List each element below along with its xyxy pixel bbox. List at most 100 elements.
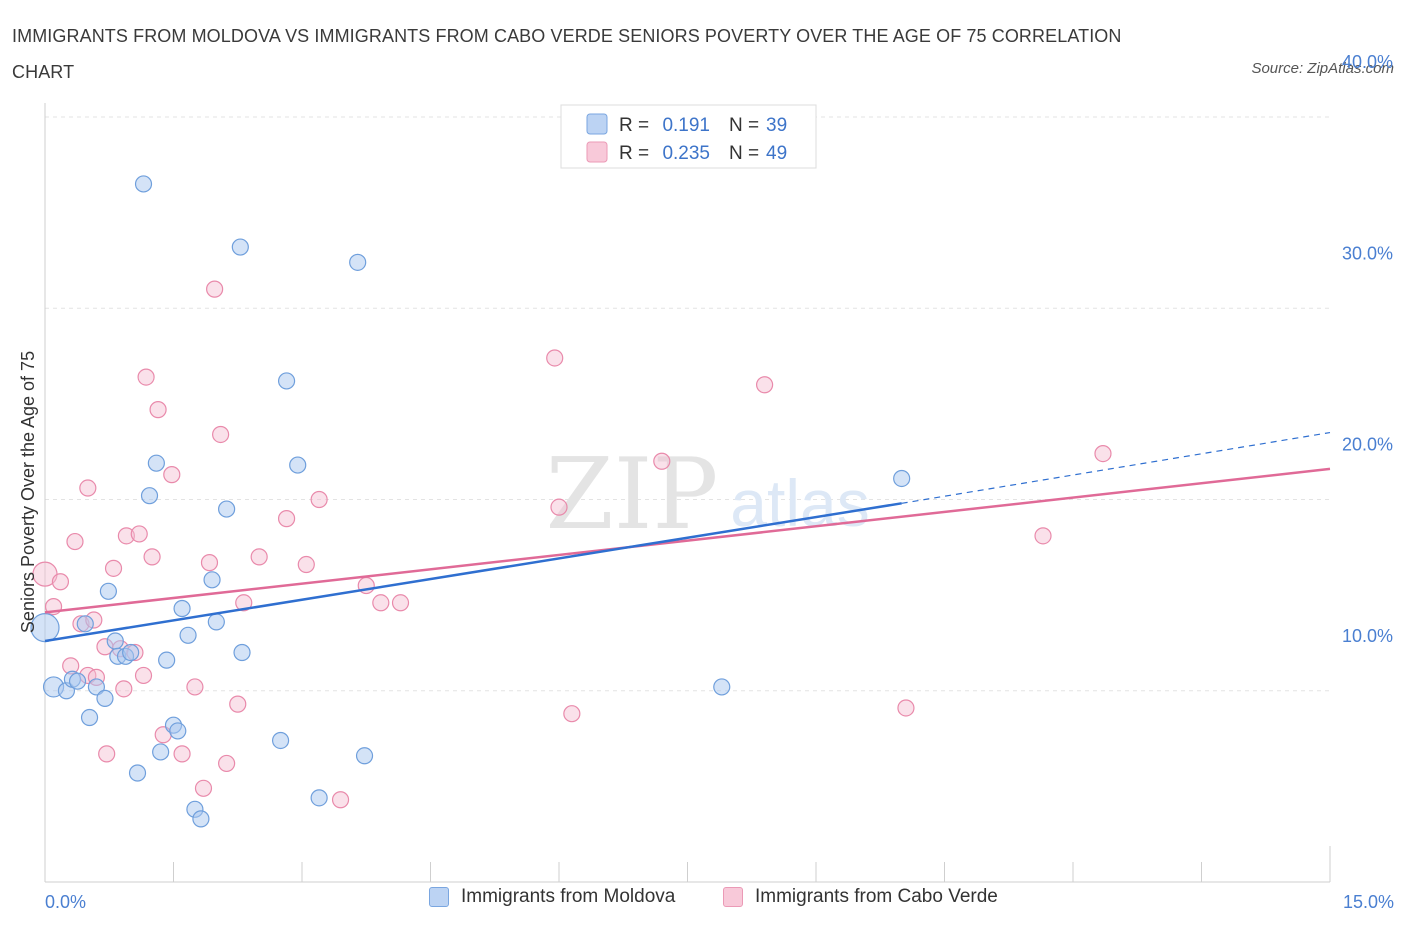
moldova-point — [218, 500, 236, 518]
caboverde-point — [134, 666, 153, 685]
trend-lines — [44, 431, 1331, 643]
moldova-point — [30, 613, 60, 643]
bottom-legend-swatch-caboverde — [723, 887, 743, 907]
moldova-point — [158, 651, 176, 669]
caboverde-point — [391, 594, 410, 612]
moldova-point — [147, 454, 165, 472]
y-tick-label: 40.0% — [1342, 52, 1393, 72]
moldova-point — [99, 582, 117, 600]
moldova-point — [203, 571, 221, 589]
moldova-point — [134, 175, 153, 193]
caboverde-point — [1094, 445, 1112, 463]
chart-title: IMMIGRANTS FROM MOLDOVA VS IMMIGRANTS FR… — [12, 26, 1122, 82]
moldova-point — [173, 599, 191, 618]
moldova-point — [349, 253, 367, 271]
caboverde-point — [1034, 527, 1052, 545]
bottom-legend: Immigrants from Moldova Immigrants from … — [0, 886, 1406, 918]
caboverde-point — [331, 791, 350, 809]
caboverde-point — [194, 779, 213, 797]
moldova-point — [271, 731, 290, 750]
legend-r-label-1: R = — [619, 115, 649, 136]
moldova-point — [289, 456, 307, 474]
legend-n-value-2: 49 — [766, 143, 787, 164]
caboverde-point — [137, 368, 155, 386]
y-axis-label: Seniors Poverty Over the Age of 75 — [18, 351, 38, 633]
moldova-point — [106, 632, 124, 650]
moldova-point — [277, 372, 296, 390]
caboverde-point — [173, 745, 191, 763]
moldova-points — [30, 175, 911, 828]
caboverde-point — [563, 705, 581, 723]
caboverde-point — [897, 699, 915, 717]
bottom-legend-caboverde: Immigrants from Cabo Verde — [723, 886, 998, 908]
moldova-point — [231, 238, 249, 256]
moldova-point — [80, 708, 99, 727]
legend-r-value-1: 0.191 — [662, 115, 710, 136]
caboverde-point — [186, 678, 204, 696]
watermark-zip: ZIP — [546, 438, 719, 552]
moldova-point — [192, 810, 210, 828]
moldova-point — [152, 743, 170, 761]
caboverde-point — [200, 554, 219, 572]
caboverde-point — [115, 680, 133, 698]
legend-swatch-caboverde — [586, 141, 608, 163]
caboverde-point — [297, 555, 315, 574]
moldova-point — [76, 615, 94, 633]
caboverde-trend-line — [44, 467, 1331, 614]
caboverde-point — [143, 548, 161, 566]
moldova-point — [122, 643, 140, 662]
caboverde-point — [310, 490, 328, 509]
caboverde-point — [372, 594, 390, 612]
caboverde-point — [117, 527, 135, 545]
caboverde-point — [277, 510, 296, 528]
moldova-point — [713, 678, 731, 696]
moldova-point — [169, 722, 187, 740]
legend-n-label-2: N = — [729, 143, 759, 164]
legend-n-value-1: 39 — [766, 115, 787, 136]
caboverde-point — [653, 452, 671, 470]
legend-n-label-1: N = — [729, 115, 759, 136]
caboverde-point — [229, 695, 247, 713]
legend-r-value-2: 0.235 — [662, 143, 710, 164]
moldova-point — [207, 613, 225, 631]
caboverde-point — [98, 745, 116, 763]
bottom-legend-moldova: Immigrants from Moldova — [429, 886, 675, 908]
caboverde-point — [130, 525, 148, 543]
watermark: ZIP atlas — [546, 438, 870, 552]
bottom-legend-swatch-moldova — [429, 887, 449, 907]
caboverde-point — [546, 349, 564, 367]
moldova-point — [68, 672, 87, 690]
y-tick-label: 10.0% — [1342, 626, 1393, 646]
y-tick-labels: 10.0% 20.0% 30.0% 40.0% — [1342, 52, 1393, 646]
caboverde-point — [66, 532, 84, 551]
y-tick-label: 20.0% — [1342, 435, 1393, 455]
stats-legend: R = 0.191 N = 39 R = 0.235 N = 49 — [560, 104, 817, 169]
bottom-legend-label-caboverde: Immigrants from Cabo Verde — [755, 886, 998, 907]
caboverde-point — [79, 479, 97, 497]
moldova-point — [96, 689, 114, 708]
caboverde-point — [218, 754, 236, 773]
moldova-point — [87, 678, 106, 696]
moldova-point — [233, 643, 251, 662]
axes — [44, 103, 1331, 883]
legend-r-label-2: R = — [619, 143, 649, 164]
moldova-point — [128, 764, 147, 782]
caboverde-point — [250, 548, 268, 566]
moldova-point — [140, 487, 159, 505]
moldova-point — [893, 469, 911, 488]
caboverde-point — [755, 376, 774, 394]
caboverde-point — [149, 401, 167, 419]
x-tick-max: 15.0% — [1343, 892, 1394, 912]
moldova-point — [310, 789, 328, 807]
caboverde-point — [235, 594, 253, 612]
caboverde-point — [212, 425, 230, 444]
y-tick-label: 30.0% — [1342, 243, 1393, 263]
caboverde-point — [550, 498, 568, 516]
x-tick-min: 0.0% — [45, 892, 86, 912]
caboverde-point — [104, 559, 123, 577]
caboverde-point — [206, 280, 224, 298]
caboverde-point — [51, 573, 70, 591]
bottom-legend-label-moldova: Immigrants from Moldova — [461, 886, 676, 907]
source-label: Source: ZipAtlas.com — [1251, 60, 1394, 77]
